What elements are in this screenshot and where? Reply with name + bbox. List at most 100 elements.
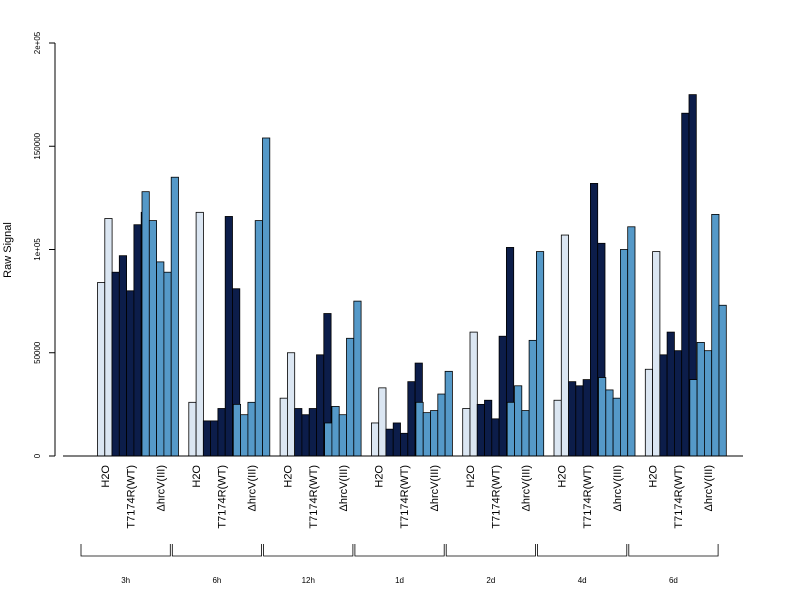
bar (301, 414, 310, 457)
bar (188, 401, 197, 457)
bar (324, 422, 333, 457)
category-label: T7174R(WT) (673, 465, 685, 529)
bar (353, 300, 362, 457)
bar (126, 290, 135, 457)
bar (232, 403, 242, 457)
time-bracket (171, 544, 263, 557)
bar (254, 220, 263, 457)
category-label: ΔhrcV(III) (338, 465, 350, 511)
bar (652, 251, 661, 457)
y-tick-label: 2e+05 (33, 31, 42, 54)
category-label: ΔhrcV(III) (247, 465, 259, 511)
bar (627, 226, 636, 457)
time-bracket (80, 544, 171, 557)
bar (308, 408, 317, 457)
bar (612, 397, 621, 457)
bar (575, 385, 584, 457)
bar (210, 420, 219, 457)
bar (385, 428, 394, 457)
time-label: 12h (302, 576, 315, 585)
bar (400, 432, 409, 457)
bar (620, 249, 629, 457)
time-label: 2d (486, 576, 495, 585)
bar (141, 191, 150, 457)
bar (718, 304, 727, 457)
time-brackets: 3h 6h 12h 1d 2d 4d 6d (80, 544, 719, 585)
bar (133, 224, 142, 457)
time-label: 6d (669, 576, 678, 585)
bar (437, 393, 446, 457)
category-label: ΔhrcV(III) (155, 465, 167, 511)
bar (331, 406, 340, 457)
bar (170, 176, 179, 457)
bar (97, 282, 106, 457)
bar (430, 410, 439, 457)
bar (681, 112, 690, 457)
bar (568, 381, 577, 457)
bar (118, 255, 128, 457)
bar (506, 401, 515, 457)
bar (528, 339, 537, 457)
bar (491, 418, 500, 457)
bar (704, 350, 713, 457)
bar (163, 271, 172, 457)
bar (553, 399, 562, 457)
bar (476, 403, 485, 457)
y-tick-label: 0 (33, 453, 42, 458)
category-label: T7174R(WT) (399, 465, 411, 529)
bar (148, 220, 158, 457)
bar (498, 335, 507, 457)
bar (378, 387, 387, 457)
category-label: T7174R(WT) (125, 465, 137, 529)
category-label: ΔhrcV(III) (429, 465, 441, 511)
y-tick-label: 150000 (33, 132, 42, 159)
category-label: H2O (648, 465, 660, 488)
time-bracket (537, 544, 628, 557)
bar (605, 389, 614, 457)
bar (240, 414, 249, 457)
bar (689, 379, 698, 457)
bar (674, 350, 683, 457)
bar (392, 422, 401, 457)
bar (370, 422, 380, 457)
bar (514, 385, 523, 457)
category-label: H2O (100, 465, 112, 488)
time-label: 4d (578, 576, 587, 585)
bar (422, 412, 431, 457)
category-label: ΔhrcV(III) (520, 465, 532, 511)
bar (536, 251, 545, 457)
bar (104, 218, 113, 457)
category-label: H2O (282, 465, 294, 488)
category-label: T7174R(WT) (582, 465, 594, 529)
category-label: H2O (191, 465, 203, 488)
bar (469, 331, 478, 457)
bar (195, 211, 204, 457)
bar (598, 377, 607, 457)
bar (217, 408, 226, 457)
bar (590, 183, 599, 457)
bar (644, 368, 653, 457)
bar (202, 420, 212, 457)
bar (346, 337, 355, 457)
bar (711, 213, 720, 457)
y-tick-label: 50000 (33, 341, 42, 364)
y-axis: 0 50000 1e+05 150000 2e+05 (33, 31, 56, 458)
bar (262, 137, 271, 457)
time-label: 3h (121, 576, 130, 585)
bar (666, 331, 675, 457)
category-label: H2O (374, 465, 386, 488)
bar (111, 271, 120, 457)
y-tick-label: 1e+05 (33, 238, 42, 261)
category-label: T7174R(WT) (308, 465, 320, 529)
bar (484, 399, 493, 457)
category-labels: H2O T7174R(WT) ΔhrcV(III) H2O T7174R(WT) Δhrc… (100, 465, 715, 529)
time-label: 1d (395, 576, 404, 585)
bar (659, 354, 668, 457)
bar (156, 261, 165, 457)
time-bracket (263, 544, 354, 557)
bar (247, 401, 256, 457)
category-label: H2O (465, 465, 477, 488)
category-label: T7174R(WT) (217, 465, 229, 529)
y-axis-title: Raw Signal (2, 222, 14, 278)
